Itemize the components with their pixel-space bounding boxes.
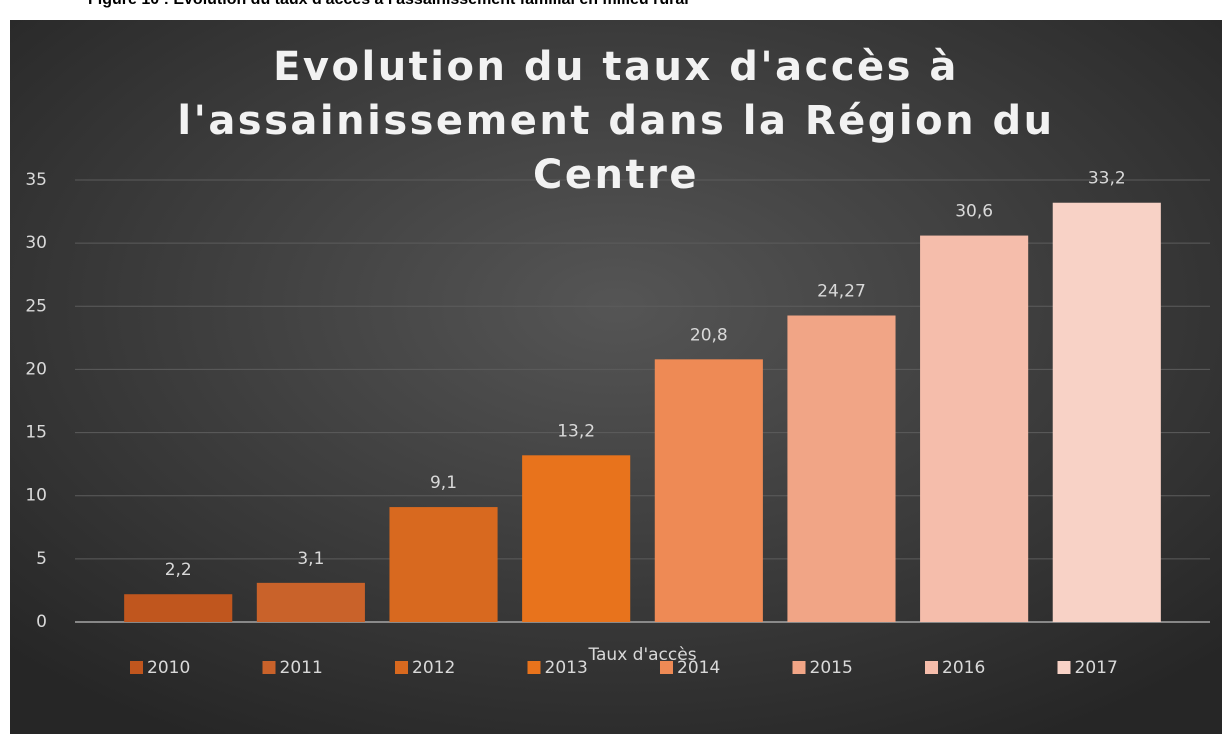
data-label: 30,6 (955, 202, 993, 222)
legend-label: 2013 (545, 658, 588, 678)
legend-swatch (792, 661, 806, 674)
legend-label: 2017 (1075, 658, 1118, 678)
legend-swatch (660, 661, 673, 674)
y-tick-label: 25 (25, 296, 47, 316)
legend-label: 2011 (280, 658, 323, 678)
y-tick-label: 5 (36, 549, 47, 569)
bar (787, 315, 896, 622)
bar (920, 235, 1029, 622)
figure-caption: Figure 10 : Evolution du taux d'accès à … (88, 0, 689, 9)
data-label: 33,2 (1088, 169, 1126, 189)
legend-swatch (925, 661, 938, 674)
data-label: 13,2 (557, 421, 595, 441)
legend-swatch (395, 661, 408, 674)
y-tick-label: 15 (25, 423, 47, 443)
data-label: 24,27 (817, 282, 866, 302)
legend-label: 2016 (942, 658, 985, 678)
data-label: 20,8 (690, 325, 728, 345)
data-label: 3,1 (297, 549, 324, 569)
legend-swatch (130, 661, 143, 674)
bar (1052, 202, 1161, 622)
y-tick-label: 10 (25, 486, 47, 506)
data-label: 2,2 (165, 560, 192, 580)
x-tick-label: Taux d'accès (587, 645, 696, 665)
bar (256, 582, 365, 622)
y-tick-label: 30 (25, 233, 47, 253)
legend-swatch (527, 661, 541, 674)
bar (654, 359, 763, 622)
legend-label: 2014 (677, 658, 720, 678)
bar (389, 507, 498, 622)
legend-label: 2010 (147, 658, 190, 678)
legend-swatch (262, 661, 276, 674)
y-tick-label: 35 (25, 170, 47, 190)
chart-title: Evolution du taux d'accès à l'assainisse… (177, 44, 1055, 198)
y-tick-label: 0 (36, 612, 47, 632)
y-tick-label: 20 (25, 359, 47, 379)
legend-label: 2012 (412, 658, 455, 678)
legend-label: 2015 (810, 658, 853, 678)
bar (522, 455, 631, 622)
legend-swatch (1057, 661, 1071, 674)
data-label: 9,1 (430, 473, 457, 493)
bar (124, 594, 233, 622)
